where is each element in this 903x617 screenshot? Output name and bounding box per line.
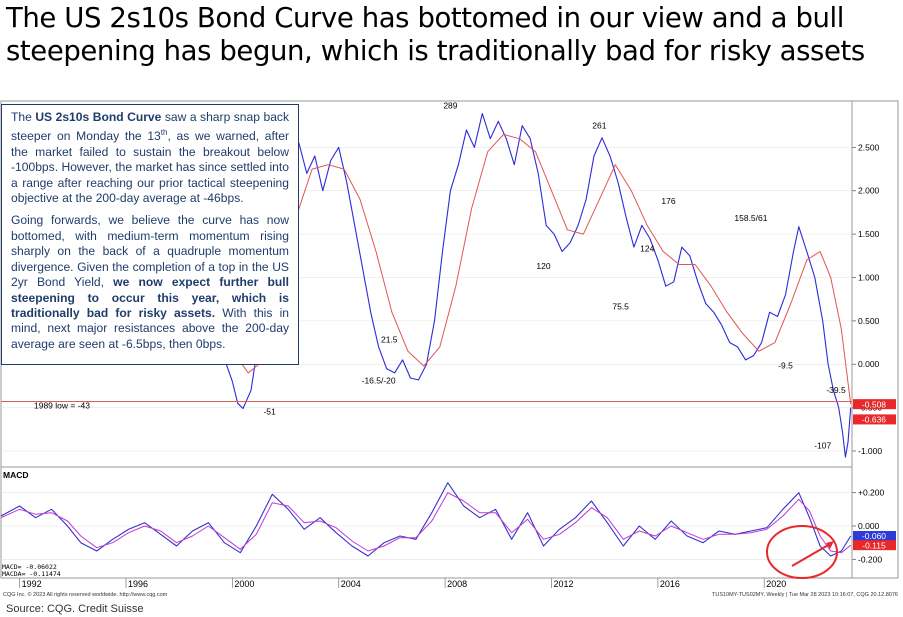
x-axis: 1992 1996 2000 2004 2008 2012 2016 2020 (19, 578, 786, 589)
macd-last-value-box (853, 540, 896, 551)
price-annotations: 1989 low = -43267-5121.5-16.5/-202891202… (1, 100, 852, 450)
macd-last-value-box (853, 531, 896, 541)
macd-y-tick-label: +0.200 (858, 488, 885, 498)
macd-series-line-1 (0, 482, 852, 557)
macd-series-line-2 (0, 492, 852, 554)
headline-line-1: The US 2s10s Bond Curve has bottomed in … (6, 2, 845, 34)
headline: The US 2s10s Bond Curve has bottomed in … (6, 2, 901, 68)
macd-y-axis: +0.200 0.000 -0.200 -0.060-0.115 (852, 488, 896, 564)
commentary-paragraph-1: The US 2s10s Bond Curve saw a sharp snap… (11, 110, 289, 206)
commentary-text: With this in mind, next major resistance… (11, 305, 289, 351)
commentary-bold: US 2s10s Bond Curve (35, 110, 162, 124)
x-tick-label: 2008 (447, 579, 467, 589)
footer-series-info: TUS10MY-TUS02MY, Weekly | Tue Mar 28 202… (712, 592, 898, 598)
macd-y-tick-label: 0.000 (858, 521, 880, 531)
price-y-tick-label: 2.000 (858, 186, 880, 196)
x-tick-label: 2020 (766, 579, 786, 589)
macd-legend-1: MACD= -0.06022 (2, 563, 57, 571)
price-annotation: -9.5 (778, 361, 793, 371)
price-annotation: 261 (592, 120, 606, 130)
commentary-text: , as we warned, after the market failed … (11, 129, 289, 206)
headline-line-2: steepening has begun, which is tradition… (6, 35, 865, 67)
price-last-value-box (853, 399, 896, 410)
commentary-text: The (11, 110, 36, 124)
price-annotation: 158.5/61 (734, 213, 767, 223)
price-y-tick-label: 1.000 (858, 272, 880, 282)
highlight-circle (766, 525, 838, 579)
price-annotation: -39.5 (826, 385, 846, 395)
price-annotation: 75.5 (612, 302, 629, 312)
price-y-tick-label: 1.500 (858, 229, 880, 239)
macd-title: MACD (3, 470, 29, 480)
price-y-tick-label: -1.000 (858, 446, 882, 456)
price-annotation: -107 (814, 440, 831, 450)
price-y-tick-label: 2.500 (858, 142, 880, 152)
price-last-value-label: -0.508 (862, 399, 886, 409)
footer-copyright: CQG Inc. © 2023 All rights reserved worl… (3, 591, 168, 598)
price-y-tick-label: 0.500 (858, 316, 880, 326)
reference-line-label: 1989 low = -43 (34, 401, 90, 411)
price-y-axis: 2.5002.0001.5001.0000.5000.000-0.500-1.0… (852, 142, 896, 456)
price-annotation: 124 (640, 243, 654, 253)
commentary-bold: we now expect further bull steepening to… (11, 275, 289, 320)
price-annotation: 21.5 (381, 335, 398, 345)
price-last-value-box (853, 414, 896, 425)
price-y-tick-label: 0.000 (858, 359, 880, 369)
price-annotation: -16.5/-20 (362, 375, 396, 385)
macd-last-value-label: -0.060 (862, 531, 886, 541)
source-note: Source: CQG. Credit Suisse (6, 603, 144, 615)
commentary-paragraph-2: Going forwards, we believe the curve has… (11, 213, 289, 352)
macd-y-tick-label: -0.200 (858, 554, 882, 564)
x-tick-label: 1996 (128, 579, 148, 589)
y-axis-panel (851, 100, 899, 579)
price-annotation: 176 (661, 196, 675, 206)
x-tick-label: 2016 (660, 579, 680, 589)
price-annotation: 289 (443, 100, 457, 110)
highlight-arrow-shaft (791, 543, 831, 567)
highlight-arrow-head (826, 541, 834, 549)
x-tick-label: 2000 (234, 579, 254, 589)
price-last-value-label: -0.636 (862, 415, 886, 425)
x-tick-label: 2004 (341, 579, 361, 589)
commentary-text: saw a sharp snap back steeper on Monday … (11, 110, 290, 144)
price-annotation: -51 (263, 407, 276, 417)
x-tick-label: 1992 (22, 579, 42, 589)
commentary-box: The US 2s10s Bond Curve saw a sharp snap… (1, 104, 299, 365)
macd-last-value-label: -0.115 (862, 540, 886, 550)
price-annotation: 120 (536, 261, 550, 271)
x-tick-label: 2012 (553, 579, 573, 589)
commentary-text: Going forwards, we believe the curve has… (11, 213, 289, 290)
macd-series-group (0, 482, 852, 557)
commentary-superscript: th (160, 128, 168, 138)
macd-legend-2: MACDA= -0.11474 (2, 570, 61, 578)
